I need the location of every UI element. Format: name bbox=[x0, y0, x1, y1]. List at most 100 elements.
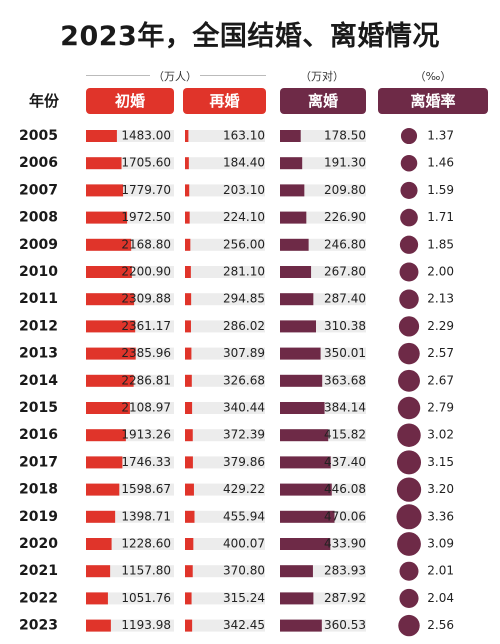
divorce-bar bbox=[280, 266, 312, 278]
remarriage-bar bbox=[185, 483, 194, 496]
first-marriage-bar bbox=[86, 347, 136, 360]
first-marriage-bar bbox=[86, 592, 108, 605]
remarriage-track bbox=[185, 293, 265, 306]
divorce-value: 209.80 bbox=[324, 183, 366, 197]
divorce-value: 433.90 bbox=[324, 537, 366, 551]
first-marriage-bar bbox=[86, 374, 134, 387]
remarriage-track bbox=[185, 510, 265, 523]
divorce-value: 226.90 bbox=[324, 210, 366, 224]
first-marriage-value: 1972.50 bbox=[121, 210, 171, 224]
remarriage-track bbox=[185, 456, 265, 469]
remarriage-value: 294.85 bbox=[223, 292, 265, 306]
divorce-rate-value: 2.04 bbox=[427, 591, 454, 605]
year-label: 2020 bbox=[19, 536, 58, 552]
first-marriage-value: 2385.96 bbox=[121, 346, 171, 360]
remarriage-track bbox=[185, 347, 265, 360]
first-marriage-value: 1193.98 bbox=[121, 618, 171, 632]
remarriage-bar bbox=[185, 374, 192, 387]
divorce-rate-bubble bbox=[399, 561, 419, 581]
divorce-rate-bubble bbox=[399, 262, 419, 282]
year-label: 2005 bbox=[19, 128, 58, 144]
remarriage-bar bbox=[185, 456, 193, 469]
header-year: 年份 bbox=[28, 92, 59, 110]
first-marriage-value: 1157.80 bbox=[121, 564, 171, 578]
remarriage-value: 379.86 bbox=[223, 455, 265, 469]
header-divorce: 离婚 bbox=[280, 88, 366, 114]
remarriage-bar bbox=[185, 619, 193, 632]
remarriage-bar bbox=[185, 429, 193, 442]
year-label: 2016 bbox=[19, 427, 58, 443]
divorce-bar bbox=[280, 293, 314, 306]
year-label: 2009 bbox=[19, 237, 58, 253]
divorce-value: 287.40 bbox=[324, 292, 366, 306]
first-marriage-bar bbox=[86, 429, 126, 442]
remarriage-track bbox=[185, 592, 265, 605]
divorce-value: 191.30 bbox=[324, 156, 366, 170]
remarriage-bar bbox=[185, 266, 191, 278]
divorce-rate-bubble bbox=[399, 235, 419, 254]
divorce-rate-bubble bbox=[400, 181, 418, 199]
divorce-value: 350.01 bbox=[324, 346, 366, 360]
divorce-rate-value: 1.85 bbox=[427, 237, 454, 251]
divorce-bar bbox=[280, 456, 331, 469]
year-label: 2008 bbox=[19, 210, 58, 226]
year-label: 2022 bbox=[19, 590, 58, 606]
divorce-bar bbox=[280, 565, 313, 578]
remarriage-value: 315.24 bbox=[223, 591, 265, 605]
divorce-value: 446.08 bbox=[324, 482, 366, 496]
divorce-value: 246.80 bbox=[324, 237, 366, 251]
divorce-rate-bubble bbox=[396, 504, 422, 530]
remarriage-track bbox=[185, 266, 265, 278]
divorce-track bbox=[280, 130, 366, 142]
divorce-rate-value: 3.09 bbox=[427, 537, 454, 551]
divorce-rate-bubble bbox=[398, 369, 420, 392]
divorce-bar bbox=[280, 483, 332, 496]
remarriage-track bbox=[185, 184, 265, 197]
header-divorce-rate: 离婚率 bbox=[378, 88, 488, 114]
unit-marriage: （万人） bbox=[153, 70, 197, 83]
remarriage-bar bbox=[185, 130, 189, 142]
divorce-value: 415.82 bbox=[324, 428, 366, 442]
divorce-rate-bubble bbox=[398, 316, 420, 337]
remarriage-bar bbox=[185, 238, 191, 251]
year-label: 2011 bbox=[19, 291, 58, 307]
divorce-rate-value: 2.29 bbox=[427, 319, 454, 333]
divorce-bar bbox=[280, 130, 301, 142]
divorce-rate-value: 1.59 bbox=[427, 183, 454, 197]
divorce-rate-value: 1.46 bbox=[427, 156, 454, 170]
divorce-rate-value: 2.57 bbox=[427, 346, 454, 360]
unit-divorce: （万对） bbox=[300, 70, 344, 83]
remarriage-track bbox=[185, 565, 265, 578]
first-marriage-value: 1051.76 bbox=[121, 591, 171, 605]
first-marriage-value: 2361.17 bbox=[121, 319, 171, 333]
first-marriage-bar bbox=[86, 456, 123, 469]
remarriage-track bbox=[185, 429, 265, 442]
divorce-rate-bubble bbox=[396, 477, 422, 502]
remarriage-value: 342.45 bbox=[223, 618, 265, 632]
first-marriage-bar bbox=[86, 266, 132, 278]
header-remarriage: 再婚 bbox=[183, 88, 266, 114]
remarriage-track bbox=[185, 238, 265, 251]
first-marriage-bar bbox=[86, 402, 130, 414]
first-marriage-bar bbox=[86, 238, 132, 251]
remarriage-value: 326.68 bbox=[223, 373, 265, 387]
divorce-rate-value: 2.01 bbox=[427, 564, 454, 578]
divorce-rate-bubble bbox=[399, 588, 419, 608]
divorce-bar bbox=[280, 538, 331, 550]
first-marriage-bar bbox=[86, 320, 136, 333]
remarriage-value: 256.00 bbox=[223, 237, 265, 251]
first-marriage-bar bbox=[86, 483, 120, 496]
remarriage-value: 203.10 bbox=[223, 183, 265, 197]
divorce-bar bbox=[280, 211, 307, 224]
first-marriage-value: 1483.00 bbox=[121, 129, 171, 143]
remarriage-track bbox=[185, 538, 265, 550]
divorce-bar bbox=[280, 402, 325, 414]
first-marriage-bar bbox=[86, 157, 122, 170]
unit-line-left bbox=[86, 75, 150, 76]
first-marriage-bar bbox=[86, 211, 128, 224]
divorce-rate-bubble bbox=[397, 532, 421, 556]
divorce-bar bbox=[280, 320, 317, 333]
divorce-rate-value: 3.20 bbox=[427, 482, 454, 496]
remarriage-bar bbox=[185, 157, 189, 170]
